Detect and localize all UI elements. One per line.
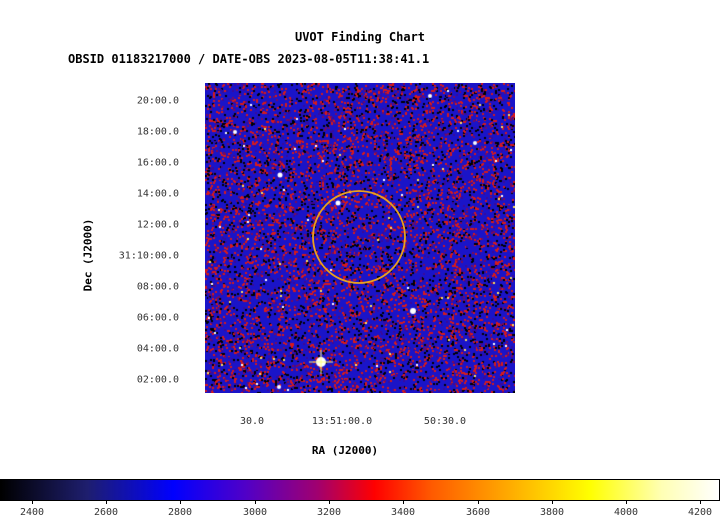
colorbar-tick-mark [32, 500, 33, 504]
colorbar [0, 479, 720, 501]
colorbar-tick-mark [329, 500, 330, 504]
colorbar-tick-mark [478, 500, 479, 504]
colorbar-tick-mark [255, 500, 256, 504]
colorbar-tick-label: 3800 [539, 507, 565, 518]
dec-tick-label: 04:00.0 [136, 343, 179, 355]
colorbar-tick-label: 2800 [167, 507, 193, 518]
dec-tick-label: 08:00.0 [136, 281, 179, 293]
colorbar-tick-mark [552, 500, 553, 504]
dec-tick-label: 31:10:00.0 [118, 250, 179, 262]
ra-axis-label: RA (J2000) [311, 444, 379, 457]
colorbar-tick-mark [180, 500, 181, 504]
ra-tick-label: 50:30.0 [423, 416, 467, 427]
colorbar-tick-label: 2600 [93, 507, 119, 518]
colorbar-tick-label: 3000 [242, 507, 268, 518]
sky-image [205, 83, 515, 393]
colorbar-tick-label: 4000 [613, 507, 639, 518]
colorbar-tick-mark [403, 500, 404, 504]
dec-tick-label: 14:00.0 [136, 188, 179, 200]
chart-title: UVOT Finding Chart [294, 30, 426, 44]
colorbar-tick-label: 3400 [390, 507, 416, 518]
source-region-circle [312, 190, 406, 284]
chart-subtitle: OBSID 01183217000 / DATE-OBS 2023-08-05T… [68, 52, 430, 66]
sky-image-pixels [205, 83, 515, 393]
dec-tick-label: 20:00.0 [136, 95, 179, 107]
source-region-overlay [312, 190, 406, 284]
dec-tick-label: 16:00.0 [136, 157, 179, 169]
dec-tick-label: 02:00.0 [136, 374, 179, 386]
dec-axis-label: Dec (J2000) [81, 218, 95, 292]
ra-tick-label: 13:51:00.0 [311, 416, 373, 427]
colorbar-tick-label: 3200 [316, 507, 342, 518]
dec-tick-label: 12:00.0 [136, 219, 179, 231]
colorbar-tick-label: 4200 [687, 507, 713, 518]
colorbar-tick-label: 2400 [19, 507, 45, 518]
colorbar-tick-mark [626, 500, 627, 504]
colorbar-tick-mark [700, 500, 701, 504]
dec-tick-label: 06:00.0 [136, 312, 179, 324]
dec-tick-label: 18:00.0 [136, 126, 179, 138]
colorbar-tick-mark [106, 500, 107, 504]
colorbar-tick-label: 3600 [465, 507, 491, 518]
ra-tick-label: 30.0 [239, 416, 265, 427]
